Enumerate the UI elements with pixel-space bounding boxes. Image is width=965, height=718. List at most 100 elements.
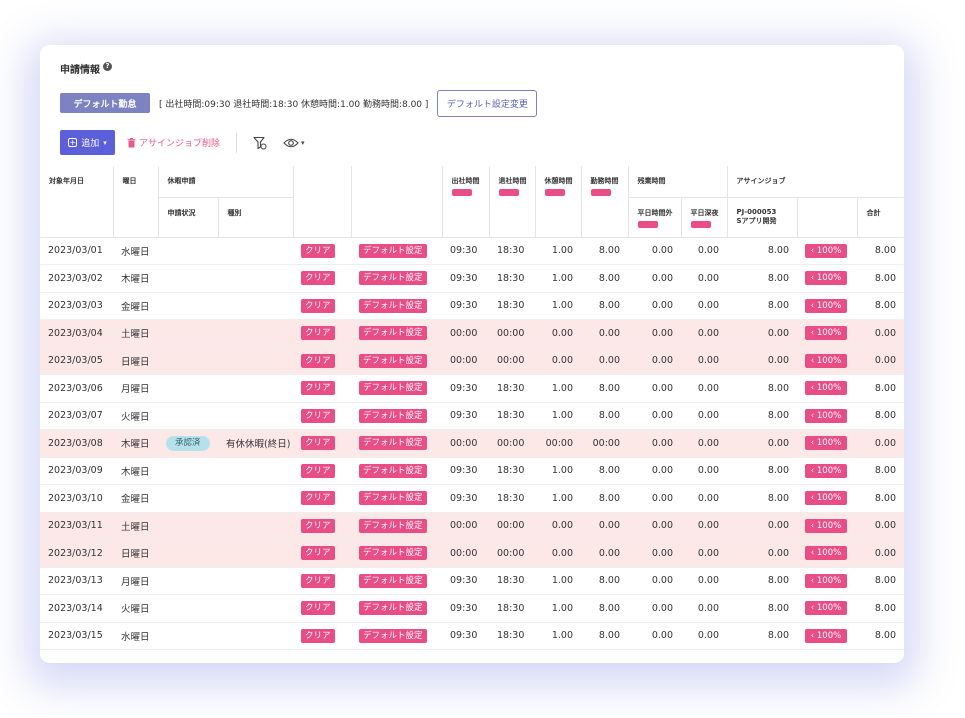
- job-ratio-badge[interactable]: ‹ 100%: [805, 271, 847, 286]
- filter-button[interactable]: [253, 136, 267, 150]
- default-set-button[interactable]: デフォルト設定: [359, 628, 427, 643]
- clear-button[interactable]: クリア: [301, 573, 335, 588]
- header-break-label: 休憩時間: [544, 177, 573, 185]
- table-row[interactable]: 2023/03/07 火曜日 クリア デフォルト設定 09:30 18:30 1.00 8.0…: [40, 402, 904, 430]
- clear-button[interactable]: クリア: [301, 491, 335, 506]
- table-row[interactable]: 2023/03/08 木曜日 承認済 有休休暇(終日) クリア デフォルト設定 00:00 0…: [40, 429, 904, 458]
- table-row[interactable]: 2023/03/01 水曜日 クリア デフォルト設定 09:30 18:30 1.00 8.0…: [40, 237, 904, 265]
- table-row[interactable]: 2023/03/10 金曜日 クリア デフォルト設定 09:30 18:30 1.00 8.0…: [40, 484, 904, 513]
- cell-leave-status: [158, 292, 218, 320]
- clear-button[interactable]: クリア: [301, 628, 335, 643]
- cell-break: 1.00: [535, 622, 581, 650]
- job-ratio-badge[interactable]: ‹ 100%: [805, 353, 847, 368]
- job-ratio-badge[interactable]: ‹ 100%: [805, 381, 847, 396]
- clear-button[interactable]: クリア: [301, 353, 335, 368]
- cell-end: 18:30: [489, 622, 535, 650]
- default-set-button[interactable]: デフォルト設定: [359, 326, 427, 341]
- default-attendance-button[interactable]: デフォルト勤怠: [60, 93, 150, 113]
- cell-ot-night: 0.00: [681, 567, 727, 595]
- default-set-button[interactable]: デフォルト設定: [359, 491, 427, 506]
- job-ratio-badge[interactable]: ‹ 100%: [805, 298, 847, 313]
- clear-button[interactable]: クリア: [301, 601, 335, 616]
- table-row[interactable]: 2023/03/14 火曜日 クリア デフォルト設定 09:30 18:30 1.00 8.0…: [40, 594, 904, 623]
- default-set-button[interactable]: デフォルト設定: [359, 353, 427, 368]
- default-set-button[interactable]: デフォルト設定: [359, 381, 427, 396]
- cell-clear: クリア: [293, 347, 351, 375]
- job-ratio-badge[interactable]: ‹ 100%: [805, 326, 847, 341]
- view-options-button[interactable]: ▾: [283, 137, 305, 149]
- ot-weekday-text: 0.00: [651, 520, 673, 532]
- default-set-button[interactable]: デフォルト設定: [359, 243, 427, 258]
- cell-ot-weekday: 0.00: [628, 539, 681, 568]
- cell-job-hours: 0.00: [727, 429, 797, 458]
- table-row[interactable]: 2023/03/15 水曜日 クリア デフォルト設定 09:30 18:30 1.00 8.0…: [40, 622, 904, 650]
- job-ratio-value: 100%: [816, 520, 842, 531]
- table-row[interactable]: 2023/03/02 木曜日 クリア デフォルト設定 09:30 18:30 1.00 8.0…: [40, 264, 904, 293]
- end-time-text: 00:00: [497, 520, 525, 532]
- table-row[interactable]: 2023/03/06 月曜日 クリア デフォルト設定 09:30 18:30 1.00 8.0…: [40, 374, 904, 403]
- clear-button[interactable]: クリア: [301, 546, 335, 561]
- delete-assign-job-button[interactable]: アサインジョブ削除: [127, 136, 220, 149]
- default-set-button[interactable]: デフォルト設定: [359, 271, 427, 286]
- job-ratio-value: 100%: [816, 245, 842, 256]
- table-row[interactable]: 2023/03/09 木曜日 クリア デフォルト設定 09:30 18:30 1.00 8.0…: [40, 457, 904, 485]
- ot-weekday-text: 0.00: [651, 437, 673, 449]
- table-row[interactable]: 2023/03/03 金曜日 クリア デフォルト設定 09:30 18:30 1.00 8.0…: [40, 292, 904, 320]
- job-ratio-badge[interactable]: ‹ 100%: [805, 436, 847, 451]
- job-ratio-badge[interactable]: ‹ 100%: [805, 573, 847, 588]
- clear-button[interactable]: クリア: [301, 381, 335, 396]
- table-row[interactable]: 2023/03/04 土曜日 クリア デフォルト設定 00:00 00:00 0.00 0.0…: [40, 319, 904, 348]
- table-row[interactable]: 2023/03/13 月曜日 クリア デフォルト設定 09:30 18:30 1.00 8.0…: [40, 567, 904, 595]
- default-set-button[interactable]: デフォルト設定: [359, 518, 427, 533]
- table-row[interactable]: 2023/03/12 日曜日 クリア デフォルト設定 00:00 00:00 0.00 0.0…: [40, 539, 904, 568]
- default-set-button[interactable]: デフォルト設定: [359, 546, 427, 561]
- table-row[interactable]: 2023/03/11 土曜日 クリア デフォルト設定 00:00 00:00 0.00 0.0…: [40, 512, 904, 540]
- clear-button[interactable]: クリア: [301, 436, 335, 451]
- default-set-button[interactable]: デフォルト設定: [359, 463, 427, 478]
- clear-button[interactable]: クリア: [301, 271, 335, 286]
- ot-night-text: 0.00: [697, 547, 719, 559]
- add-button[interactable]: + 追加 ▾: [60, 130, 115, 155]
- job-ratio-badge[interactable]: ‹ 100%: [805, 518, 847, 533]
- break-time-text: 1.00: [551, 410, 573, 422]
- cell-leave-status: [158, 594, 218, 623]
- job-ratio-badge[interactable]: ‹ 100%: [805, 491, 847, 506]
- cell-ot-night: 0.00: [681, 484, 727, 513]
- date-text: 2023/03/06: [48, 382, 103, 394]
- default-set-button[interactable]: デフォルト設定: [359, 601, 427, 616]
- default-set-button[interactable]: デフォルト設定: [359, 408, 427, 423]
- ot-weekday-text: 0.00: [651, 327, 673, 339]
- date-text: 2023/03/02: [48, 272, 103, 284]
- cell-job-ratio: ‹ 100%: [797, 237, 857, 265]
- default-settings-change-button[interactable]: デフォルト設定変更: [437, 89, 538, 117]
- cell-work: 8.00: [581, 264, 628, 293]
- table-row[interactable]: 2023/03/05 日曜日 クリア デフォルト設定 00:00 00:00 0.00 0.0…: [40, 347, 904, 375]
- clear-button[interactable]: クリア: [301, 326, 335, 341]
- job-hours-text: 8.00: [767, 602, 789, 614]
- clear-button[interactable]: クリア: [301, 463, 335, 478]
- cell-job-ratio: ‹ 100%: [797, 402, 857, 430]
- job-ratio-badge[interactable]: ‹ 100%: [805, 408, 847, 423]
- job-ratio-badge[interactable]: ‹ 100%: [805, 546, 847, 561]
- clear-button[interactable]: クリア: [301, 298, 335, 313]
- job-ratio-badge[interactable]: ‹ 100%: [805, 463, 847, 478]
- cell-clear: クリア: [293, 622, 351, 650]
- cell-job-ratio: ‹ 100%: [797, 264, 857, 293]
- default-set-button[interactable]: デフォルト設定: [359, 298, 427, 313]
- help-icon[interactable]: ?: [103, 62, 112, 71]
- cell-work: 0.00: [581, 347, 628, 375]
- default-set-button[interactable]: デフォルト設定: [359, 573, 427, 588]
- clear-button[interactable]: クリア: [301, 243, 335, 258]
- default-set-button[interactable]: デフォルト設定: [359, 436, 427, 451]
- break-time-text: 0.00: [551, 520, 573, 532]
- job-ratio-badge[interactable]: ‹ 100%: [805, 601, 847, 616]
- clear-button[interactable]: クリア: [301, 518, 335, 533]
- job-ratio-badge[interactable]: ‹ 100%: [805, 628, 847, 643]
- cell-date: 2023/03/14: [40, 594, 113, 623]
- ot-weekday-text: 0.00: [651, 410, 673, 422]
- job-ratio-badge[interactable]: ‹ 100%: [805, 243, 847, 258]
- required-badge: [690, 220, 711, 228]
- cell-break: 0.00: [535, 539, 581, 568]
- clear-button[interactable]: クリア: [301, 408, 335, 423]
- break-time-text: 0.00: [551, 355, 573, 367]
